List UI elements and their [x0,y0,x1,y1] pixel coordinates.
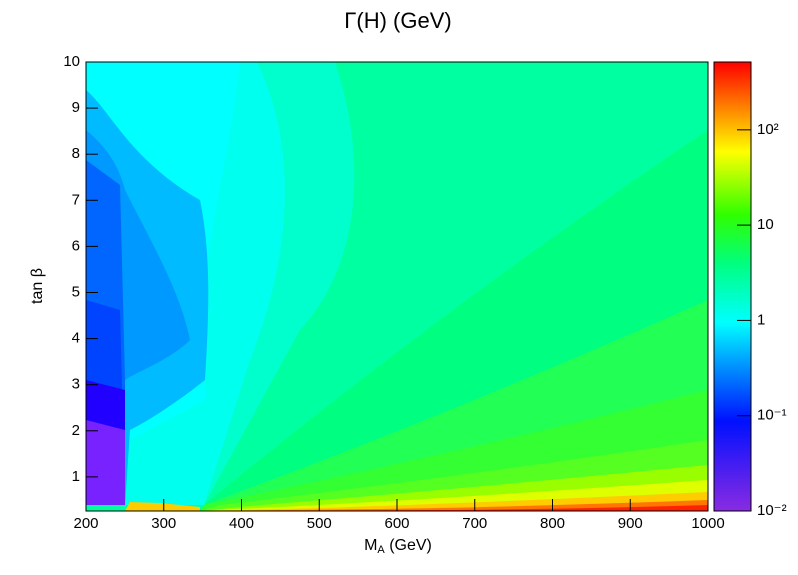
x-tick-label: 300 [151,515,176,532]
z-tick-label: 10 [757,216,774,233]
chart-title: Γ(H) (GeV) [344,8,451,33]
contour-field [86,62,708,511]
x-tick-label: 200 [73,515,98,532]
x-tick-label: 500 [307,515,332,532]
y-tick-label: 8 [72,145,80,162]
color-bar [713,61,752,512]
y-tick-label: 7 [72,191,80,208]
x-axis-label: MA (GeV) [364,537,432,556]
x-tick-label: 700 [462,515,487,532]
x-tick-label: 900 [618,515,643,532]
y-axis-label: tan β [29,268,46,304]
x-tick-label: 400 [229,515,254,532]
z-tick-label: 10² [757,121,779,138]
z-tick-label: 10⁻¹ [757,407,787,424]
x-tick-label: 800 [540,515,565,532]
y-tick-label: 1 [72,468,80,485]
y-tick-label: 6 [72,237,80,254]
y-tick-label: 9 [72,99,80,116]
y-tick-label: 10 [63,53,80,70]
z-tick-label: 1 [757,311,765,328]
x-tick-label: 600 [384,515,409,532]
y-tick-label: 3 [72,376,80,393]
y-tick-label: 5 [72,283,80,300]
x-tick-label: 1000 [691,515,724,532]
y-tick-label: 2 [72,422,80,439]
z-tick-label: 10⁻² [757,502,787,519]
y-tick-label: 4 [72,330,80,347]
